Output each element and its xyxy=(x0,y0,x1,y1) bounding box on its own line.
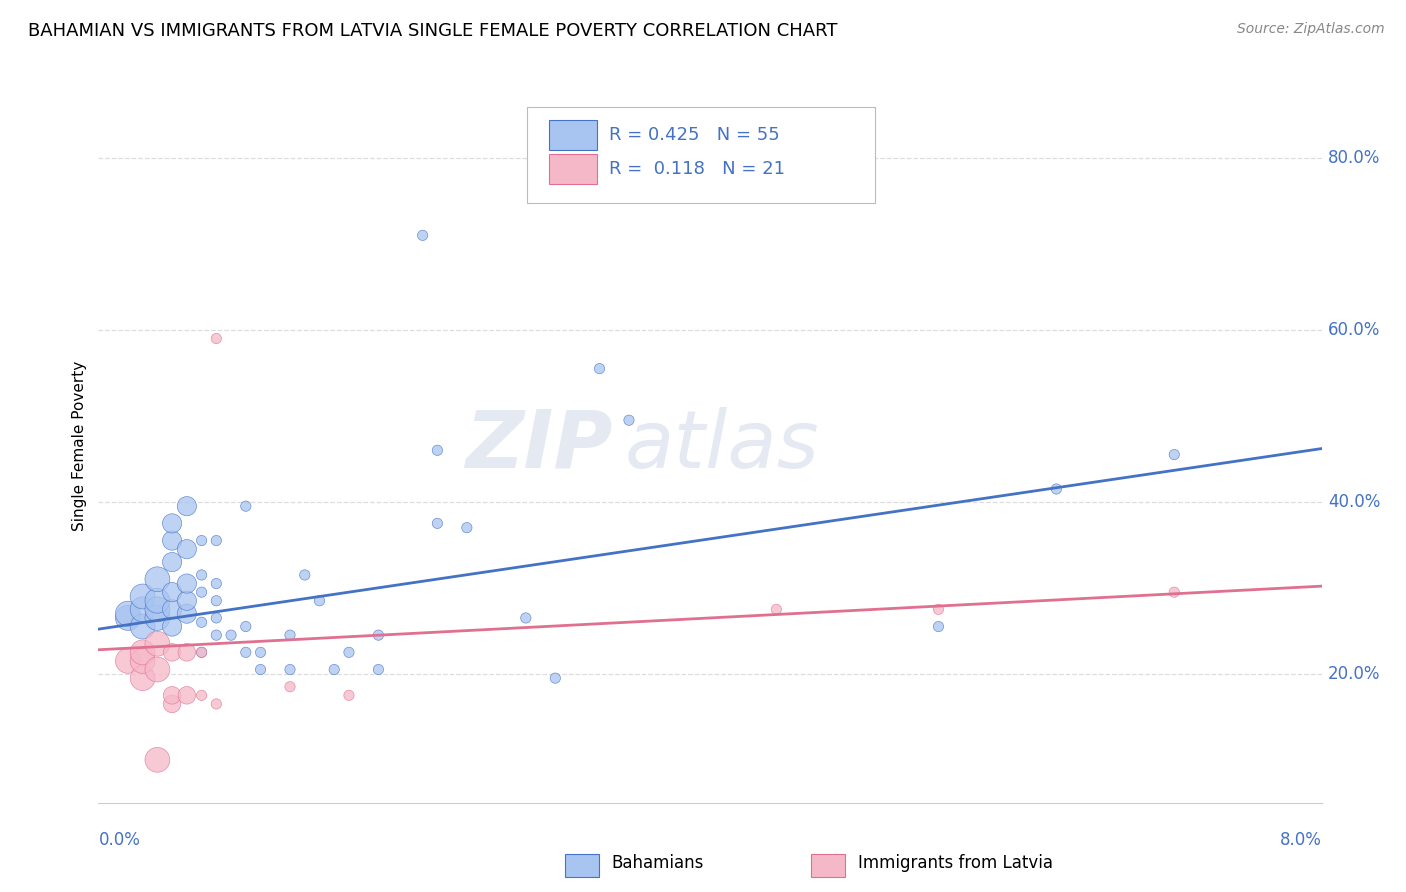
Point xyxy=(337,689,360,703)
Point xyxy=(235,499,257,513)
Text: 60.0%: 60.0% xyxy=(1327,321,1381,339)
Point xyxy=(131,602,153,616)
FancyBboxPatch shape xyxy=(548,154,598,185)
Text: R = 0.425   N = 55: R = 0.425 N = 55 xyxy=(609,126,779,144)
Text: ZIP: ZIP xyxy=(465,407,612,485)
Text: BAHAMIAN VS IMMIGRANTS FROM LATVIA SINGLE FEMALE POVERTY CORRELATION CHART: BAHAMIAN VS IMMIGRANTS FROM LATVIA SINGL… xyxy=(28,22,838,40)
Point xyxy=(131,590,153,604)
Point xyxy=(544,671,567,685)
Point xyxy=(160,555,183,569)
Point xyxy=(1163,585,1185,599)
Point xyxy=(337,645,360,659)
Text: 80.0%: 80.0% xyxy=(1327,149,1381,167)
Point xyxy=(219,628,242,642)
Point xyxy=(146,637,169,651)
Point xyxy=(160,533,183,548)
Point xyxy=(1163,448,1185,462)
Point xyxy=(367,628,389,642)
Point xyxy=(190,615,212,630)
Point xyxy=(146,663,169,677)
Text: Immigrants from Latvia: Immigrants from Latvia xyxy=(858,855,1053,872)
Point xyxy=(131,654,153,668)
Text: 8.0%: 8.0% xyxy=(1279,831,1322,849)
Point xyxy=(190,689,212,703)
Text: Source: ZipAtlas.com: Source: ZipAtlas.com xyxy=(1237,22,1385,37)
Point xyxy=(456,521,478,535)
FancyBboxPatch shape xyxy=(526,107,875,203)
Point xyxy=(131,619,153,633)
Point xyxy=(160,516,183,531)
Point xyxy=(235,619,257,633)
Point xyxy=(190,645,212,659)
Point xyxy=(235,645,257,659)
Point xyxy=(176,645,198,659)
Text: 0.0%: 0.0% xyxy=(98,831,141,849)
Point xyxy=(278,680,301,694)
Point xyxy=(294,568,316,582)
Point xyxy=(927,602,949,616)
Point xyxy=(146,753,169,767)
Point xyxy=(765,602,787,616)
Point xyxy=(278,628,301,642)
Point xyxy=(146,611,169,625)
Point xyxy=(205,593,228,607)
Point xyxy=(205,611,228,625)
Point xyxy=(205,628,228,642)
Point xyxy=(117,611,139,625)
Point xyxy=(249,663,271,677)
Point xyxy=(323,663,346,677)
Point xyxy=(176,593,198,607)
Text: 20.0%: 20.0% xyxy=(1327,665,1381,683)
Point xyxy=(131,645,153,659)
Point xyxy=(176,689,198,703)
Point xyxy=(927,619,949,633)
Point xyxy=(131,671,153,685)
Point xyxy=(146,572,169,586)
Point xyxy=(249,645,271,659)
Point xyxy=(160,602,183,616)
Point xyxy=(176,499,198,513)
Point xyxy=(367,663,389,677)
Point xyxy=(160,619,183,633)
Point xyxy=(160,697,183,711)
Point xyxy=(117,607,139,621)
Text: R =  0.118   N = 21: R = 0.118 N = 21 xyxy=(609,161,785,178)
Point xyxy=(205,576,228,591)
Point xyxy=(190,568,212,582)
Point xyxy=(426,443,449,458)
Point xyxy=(176,607,198,621)
Point xyxy=(426,516,449,531)
Point xyxy=(160,645,183,659)
Point xyxy=(588,361,610,376)
Point xyxy=(205,332,228,346)
Point xyxy=(160,689,183,703)
Point xyxy=(205,533,228,548)
Point xyxy=(515,611,537,625)
Point xyxy=(412,228,434,243)
Point xyxy=(160,585,183,599)
Point xyxy=(617,413,640,427)
Point xyxy=(176,576,198,591)
Point xyxy=(278,663,301,677)
Point xyxy=(1045,482,1067,496)
Text: atlas: atlas xyxy=(624,407,820,485)
Point xyxy=(205,697,228,711)
Point xyxy=(190,533,212,548)
Point xyxy=(308,593,330,607)
Point xyxy=(190,585,212,599)
Point xyxy=(190,645,212,659)
Point xyxy=(117,654,139,668)
Text: 40.0%: 40.0% xyxy=(1327,493,1381,511)
Point xyxy=(146,593,169,607)
Point xyxy=(146,602,169,616)
Point xyxy=(176,542,198,557)
Y-axis label: Single Female Poverty: Single Female Poverty xyxy=(72,361,87,531)
FancyBboxPatch shape xyxy=(548,120,598,150)
Text: Bahamians: Bahamians xyxy=(612,855,704,872)
